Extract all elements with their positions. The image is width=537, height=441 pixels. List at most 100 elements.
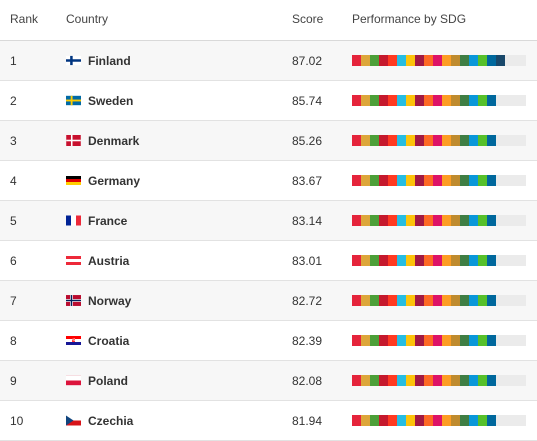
sdg-goal-segment[interactable] (379, 55, 388, 66)
sdg-goal-segment[interactable] (361, 55, 370, 66)
sdg-goal-segment[interactable] (361, 255, 370, 266)
sdg-goal-segment[interactable] (469, 295, 478, 306)
country-link[interactable]: Germany (88, 174, 141, 188)
sdg-goal-segment[interactable] (406, 375, 415, 386)
sdg-goal-segment[interactable] (424, 335, 433, 346)
sdg-goal-segment[interactable] (406, 135, 415, 146)
sdg-goal-segment[interactable] (397, 415, 406, 426)
sdg-goal-segment[interactable] (352, 135, 361, 146)
sdg-goal-segment[interactable] (460, 95, 469, 106)
sdg-goal-segment[interactable] (397, 55, 406, 66)
sdg-goal-segment[interactable] (406, 415, 415, 426)
sdg-goal-segment[interactable] (397, 335, 406, 346)
sdg-goal-segment[interactable] (406, 95, 415, 106)
sdg-goal-segment[interactable] (478, 375, 487, 386)
sdg-goal-segment[interactable] (451, 175, 460, 186)
sdg-goal-segment[interactable] (352, 95, 361, 106)
sdg-goal-segment[interactable] (379, 335, 388, 346)
sdg-goal-segment[interactable] (361, 415, 370, 426)
sdg-goal-segment[interactable] (433, 335, 442, 346)
sdg-performance-bar[interactable] (352, 415, 526, 426)
sdg-goal-segment[interactable] (388, 135, 397, 146)
sdg-goal-segment[interactable] (469, 215, 478, 226)
sdg-goal-segment[interactable] (442, 175, 451, 186)
sdg-goal-segment[interactable] (469, 135, 478, 146)
table-row[interactable]: 10 Czechia 81.94 (0, 401, 537, 441)
sdg-goal-segment[interactable] (397, 175, 406, 186)
sdg-goal-segment[interactable] (397, 255, 406, 266)
sdg-goal-segment[interactable] (415, 55, 424, 66)
sdg-goal-segment[interactable] (388, 175, 397, 186)
sdg-goal-segment[interactable] (433, 135, 442, 146)
sdg-goal-segment[interactable] (370, 135, 379, 146)
sdg-goal-segment[interactable] (451, 55, 460, 66)
sdg-goal-segment[interactable] (460, 175, 469, 186)
sdg-goal-segment[interactable] (370, 215, 379, 226)
sdg-performance-bar[interactable] (352, 135, 526, 146)
sdg-goal-segment[interactable] (379, 415, 388, 426)
sdg-goal-segment[interactable] (460, 55, 469, 66)
sdg-goal-segment[interactable] (487, 415, 496, 426)
sdg-goal-segment[interactable] (361, 215, 370, 226)
sdg-goal-segment[interactable] (352, 295, 361, 306)
sdg-goal-segment[interactable] (469, 375, 478, 386)
sdg-goal-segment[interactable] (388, 255, 397, 266)
sdg-goal-segment[interactable] (487, 215, 496, 226)
sdg-goal-segment[interactable] (370, 295, 379, 306)
sdg-goal-segment[interactable] (388, 55, 397, 66)
sdg-goal-segment[interactable] (442, 215, 451, 226)
sdg-goal-segment[interactable] (487, 135, 496, 146)
sdg-goal-segment[interactable] (451, 335, 460, 346)
sdg-goal-segment[interactable] (370, 255, 379, 266)
sdg-goal-segment[interactable] (415, 415, 424, 426)
sdg-goal-segment[interactable] (478, 415, 487, 426)
sdg-performance-bar[interactable] (352, 215, 526, 226)
sdg-goal-segment[interactable] (460, 415, 469, 426)
sdg-goal-segment[interactable] (361, 335, 370, 346)
sdg-goal-segment[interactable] (415, 335, 424, 346)
sdg-goal-segment[interactable] (469, 415, 478, 426)
sdg-goal-segment[interactable] (379, 175, 388, 186)
performance-column-header[interactable]: Performance by SDG (352, 12, 467, 26)
sdg-goal-segment[interactable] (406, 295, 415, 306)
table-row[interactable]: 7 Norway 82.72 (0, 281, 537, 321)
country-column-header[interactable]: Country (66, 12, 109, 26)
table-row[interactable]: 5 France 83.14 (0, 201, 537, 241)
sdg-goal-segment[interactable] (460, 335, 469, 346)
sdg-goal-segment[interactable] (370, 335, 379, 346)
country-link[interactable]: Denmark (88, 134, 140, 148)
sdg-goal-segment[interactable] (352, 215, 361, 226)
table-row[interactable]: 6 Austria 83.01 (0, 241, 537, 281)
sdg-goal-segment[interactable] (370, 95, 379, 106)
sdg-goal-segment[interactable] (370, 55, 379, 66)
sdg-goal-segment[interactable] (424, 175, 433, 186)
sdg-goal-segment[interactable] (352, 255, 361, 266)
sdg-goal-segment[interactable] (487, 335, 496, 346)
sdg-goal-segment[interactable] (433, 375, 442, 386)
sdg-goal-segment[interactable] (424, 415, 433, 426)
country-link[interactable]: Poland (88, 374, 129, 388)
sdg-goal-segment[interactable] (433, 215, 442, 226)
sdg-goal-segment[interactable] (361, 295, 370, 306)
sdg-goal-segment[interactable] (451, 415, 460, 426)
sdg-goal-segment[interactable] (460, 135, 469, 146)
sdg-goal-segment[interactable] (361, 375, 370, 386)
sdg-goal-segment[interactable] (415, 375, 424, 386)
sdg-performance-bar[interactable] (352, 255, 526, 266)
sdg-goal-segment[interactable] (352, 375, 361, 386)
sdg-goal-segment[interactable] (478, 95, 487, 106)
sdg-goal-segment[interactable] (361, 175, 370, 186)
sdg-goal-segment[interactable] (388, 375, 397, 386)
sdg-goal-segment[interactable] (460, 215, 469, 226)
country-link[interactable]: Croatia (88, 334, 130, 348)
sdg-goal-segment[interactable] (487, 175, 496, 186)
sdg-goal-segment[interactable] (370, 175, 379, 186)
sdg-goal-segment[interactable] (442, 295, 451, 306)
sdg-goal-segment[interactable] (469, 255, 478, 266)
sdg-goal-segment[interactable] (433, 255, 442, 266)
rank-column-header[interactable]: Rank (10, 12, 39, 26)
sdg-goal-segment[interactable] (433, 415, 442, 426)
sdg-goal-segment[interactable] (415, 95, 424, 106)
sdg-goal-segment[interactable] (451, 255, 460, 266)
sdg-goal-segment[interactable] (478, 175, 487, 186)
